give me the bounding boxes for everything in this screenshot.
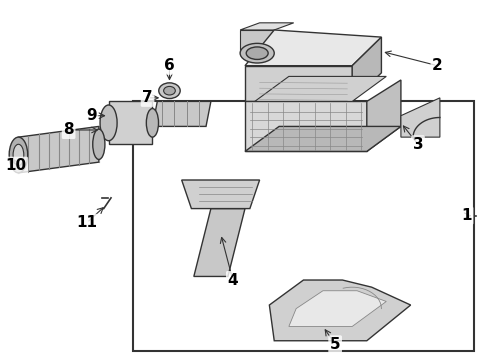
Circle shape [164,86,175,95]
Polygon shape [240,30,274,53]
Text: 5: 5 [330,337,341,352]
Ellipse shape [93,129,105,159]
Polygon shape [109,102,152,144]
Text: 6: 6 [164,58,175,73]
Text: 10: 10 [5,158,26,173]
Text: 4: 4 [227,273,238,288]
Polygon shape [255,76,386,102]
Text: 11: 11 [76,215,97,230]
Text: 3: 3 [413,137,423,152]
Text: 8: 8 [63,122,74,138]
Text: 9: 9 [86,108,97,123]
Polygon shape [194,208,245,276]
Ellipse shape [100,105,117,141]
Text: 1: 1 [462,208,472,223]
Polygon shape [245,126,401,152]
Bar [133,102,474,351]
Polygon shape [245,30,381,66]
Ellipse shape [13,144,24,166]
Polygon shape [401,98,440,137]
Polygon shape [245,102,367,152]
Polygon shape [289,291,386,327]
Polygon shape [245,66,352,102]
Ellipse shape [246,47,268,59]
Text: 2: 2 [432,58,443,73]
Polygon shape [182,180,260,208]
Polygon shape [270,280,411,341]
Polygon shape [352,37,381,102]
Polygon shape [152,102,211,126]
Ellipse shape [240,43,274,63]
Polygon shape [367,80,401,152]
Circle shape [159,83,180,99]
Polygon shape [240,23,294,30]
Ellipse shape [147,109,159,137]
Ellipse shape [9,137,28,173]
Polygon shape [19,126,99,173]
Text: 7: 7 [142,90,153,105]
